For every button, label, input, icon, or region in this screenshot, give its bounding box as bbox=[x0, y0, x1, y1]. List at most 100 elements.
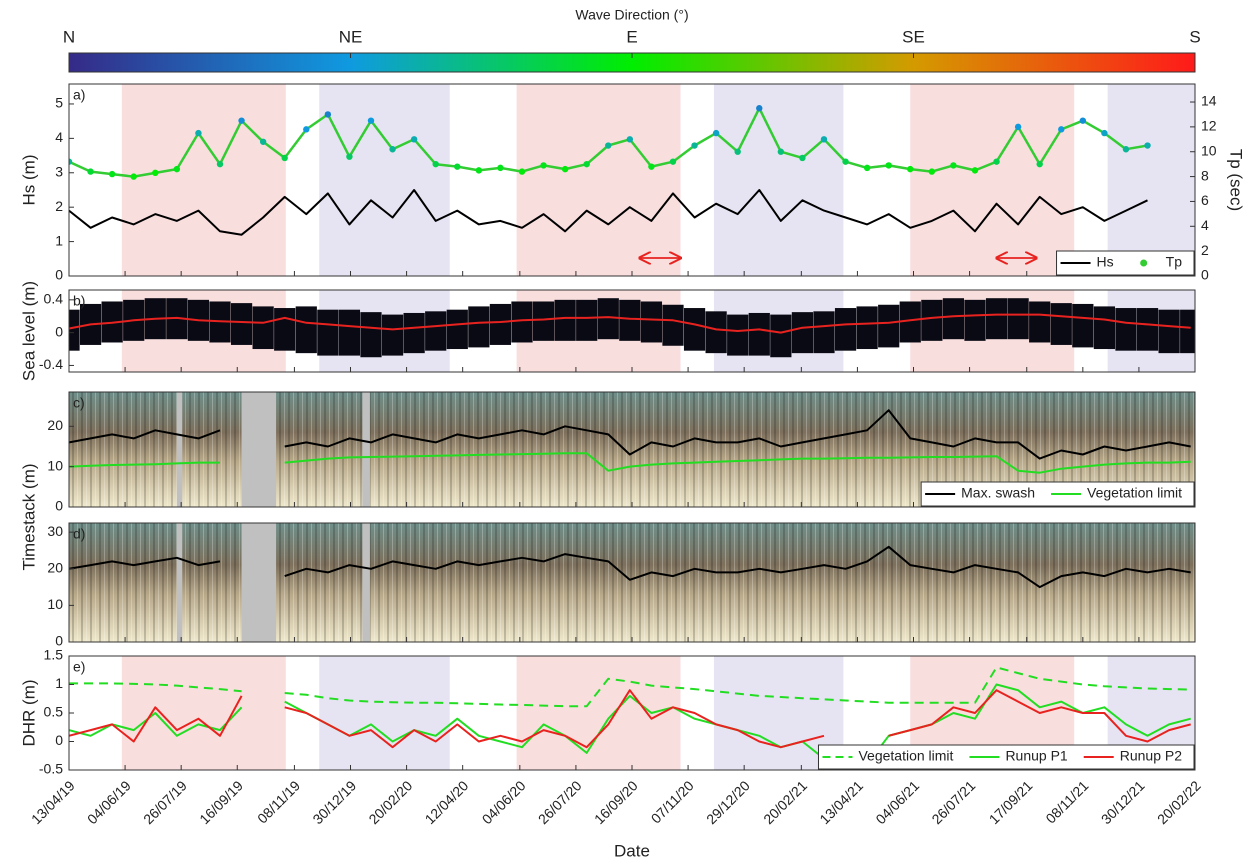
tp-point bbox=[411, 136, 417, 142]
sea-level-range bbox=[1180, 310, 1201, 353]
y-tick-label: 0 bbox=[55, 498, 63, 514]
plot-area bbox=[66, 84, 1195, 276]
sea-level-range bbox=[1072, 304, 1093, 347]
y-tick-label: 30 bbox=[47, 523, 63, 539]
x-tick-label: 04/06/21 bbox=[872, 777, 922, 827]
sea-level-range bbox=[943, 298, 964, 339]
timestack-streaks bbox=[69, 523, 1195, 642]
y-tick-label: 20 bbox=[47, 417, 63, 433]
tp-point bbox=[260, 139, 266, 145]
tp-point bbox=[605, 142, 611, 148]
tp-point bbox=[389, 146, 395, 152]
sea-level-range bbox=[1094, 306, 1115, 349]
y-tick-label: 0 bbox=[55, 323, 63, 339]
tp-point bbox=[476, 167, 482, 173]
legend-label: Vegetation limit bbox=[1087, 485, 1182, 501]
tp-point bbox=[303, 126, 309, 132]
figure: 01234502468101214a)Hs (m)Tp (sec)Wave Di… bbox=[0, 0, 1250, 864]
sea-level-range bbox=[792, 312, 813, 353]
missing-data bbox=[242, 392, 277, 507]
sea-level-range bbox=[253, 306, 274, 349]
y-tick-label: 10 bbox=[47, 457, 63, 473]
y-tick-label: 0 bbox=[55, 732, 63, 748]
sea-level-range bbox=[706, 311, 727, 353]
sea-level-range bbox=[404, 313, 425, 353]
panel-label: e) bbox=[73, 659, 85, 675]
y-tick-label: 10 bbox=[47, 596, 63, 612]
x-tick-label: 13/04/21 bbox=[816, 777, 866, 827]
colorbar-tick-label: S bbox=[1189, 27, 1200, 46]
sea-level-range bbox=[447, 310, 468, 349]
sea-level-range bbox=[749, 313, 770, 356]
y2-tick-label: 10 bbox=[1201, 142, 1217, 158]
y-axis-label: DHR (m) bbox=[19, 679, 38, 746]
y2-tick-label: 4 bbox=[1201, 217, 1209, 233]
x-tick-label: 17/09/21 bbox=[986, 777, 1036, 827]
missing-data bbox=[242, 523, 277, 642]
sea-level-range bbox=[770, 315, 791, 358]
legend-label: Hs bbox=[1097, 254, 1114, 270]
legend-swatch bbox=[1140, 260, 1147, 267]
sea-level-range bbox=[986, 298, 1007, 339]
sea-level-range bbox=[727, 315, 748, 356]
y-tick-label: 20 bbox=[47, 559, 63, 575]
season-band bbox=[122, 656, 286, 770]
sea-level-range bbox=[511, 301, 532, 342]
tp-point bbox=[713, 130, 719, 136]
sea-level-range bbox=[684, 308, 705, 351]
panel-label: a) bbox=[73, 87, 85, 103]
sea-level-range bbox=[274, 308, 295, 351]
sea-level-range bbox=[317, 310, 338, 356]
tp-point bbox=[584, 161, 590, 167]
sea-level-range bbox=[619, 300, 640, 341]
sea-level-range bbox=[1008, 298, 1029, 339]
tp-point bbox=[1058, 126, 1064, 132]
y2-tick-label: 12 bbox=[1201, 118, 1217, 134]
x-tick-label: 20/02/20 bbox=[365, 777, 415, 827]
season-band bbox=[319, 84, 450, 276]
season-band bbox=[517, 84, 681, 276]
sea-level-range bbox=[360, 312, 381, 357]
y2-tick-label: 14 bbox=[1201, 93, 1217, 109]
tp-point bbox=[497, 165, 503, 171]
sea-level-range bbox=[641, 301, 662, 342]
tp-point bbox=[821, 136, 827, 142]
tp-point bbox=[454, 163, 460, 169]
season-band bbox=[122, 84, 286, 276]
x-tick-label: 04/06/19 bbox=[84, 777, 134, 827]
tp-point bbox=[864, 165, 870, 171]
season-band bbox=[319, 656, 450, 770]
sea-level-range bbox=[533, 301, 554, 340]
tp-point bbox=[950, 162, 956, 168]
sea-level-range bbox=[576, 300, 597, 341]
tp-point bbox=[109, 171, 115, 177]
panel-label: c) bbox=[73, 395, 85, 411]
legend-label: Vegetation limit bbox=[858, 748, 953, 764]
colorbar-tick-label: NE bbox=[339, 27, 363, 46]
tp-point bbox=[131, 173, 137, 179]
sea-level-range bbox=[1029, 301, 1050, 342]
sea-level-range bbox=[490, 304, 511, 345]
sea-level-range bbox=[1115, 308, 1136, 351]
legend: Max. swash Vegetation limit bbox=[921, 482, 1194, 506]
y-tick-label: 1 bbox=[55, 675, 63, 691]
sea-level-range bbox=[813, 311, 834, 353]
tp-point bbox=[238, 117, 244, 123]
tp-point bbox=[778, 149, 784, 155]
y-tick-label: 0.4 bbox=[44, 291, 64, 307]
tp-point bbox=[929, 168, 935, 174]
sea-level-range bbox=[878, 305, 899, 348]
x-tick-label: 08/11/21 bbox=[1042, 777, 1091, 826]
y2-tick-label: 6 bbox=[1201, 192, 1209, 208]
plot-area bbox=[69, 523, 1195, 642]
tp-point bbox=[691, 142, 697, 148]
legend-label: Tp bbox=[1166, 254, 1183, 270]
y-axis-label: Sea level (m) bbox=[19, 281, 38, 381]
x-tick-label: 16/09/20 bbox=[591, 777, 641, 827]
sea-level-range bbox=[296, 306, 317, 353]
tp-point bbox=[562, 166, 568, 172]
sea-level-range bbox=[921, 300, 942, 341]
tp-point bbox=[885, 162, 891, 168]
legend-label: Max. swash bbox=[961, 485, 1035, 501]
missing-data bbox=[362, 392, 370, 507]
